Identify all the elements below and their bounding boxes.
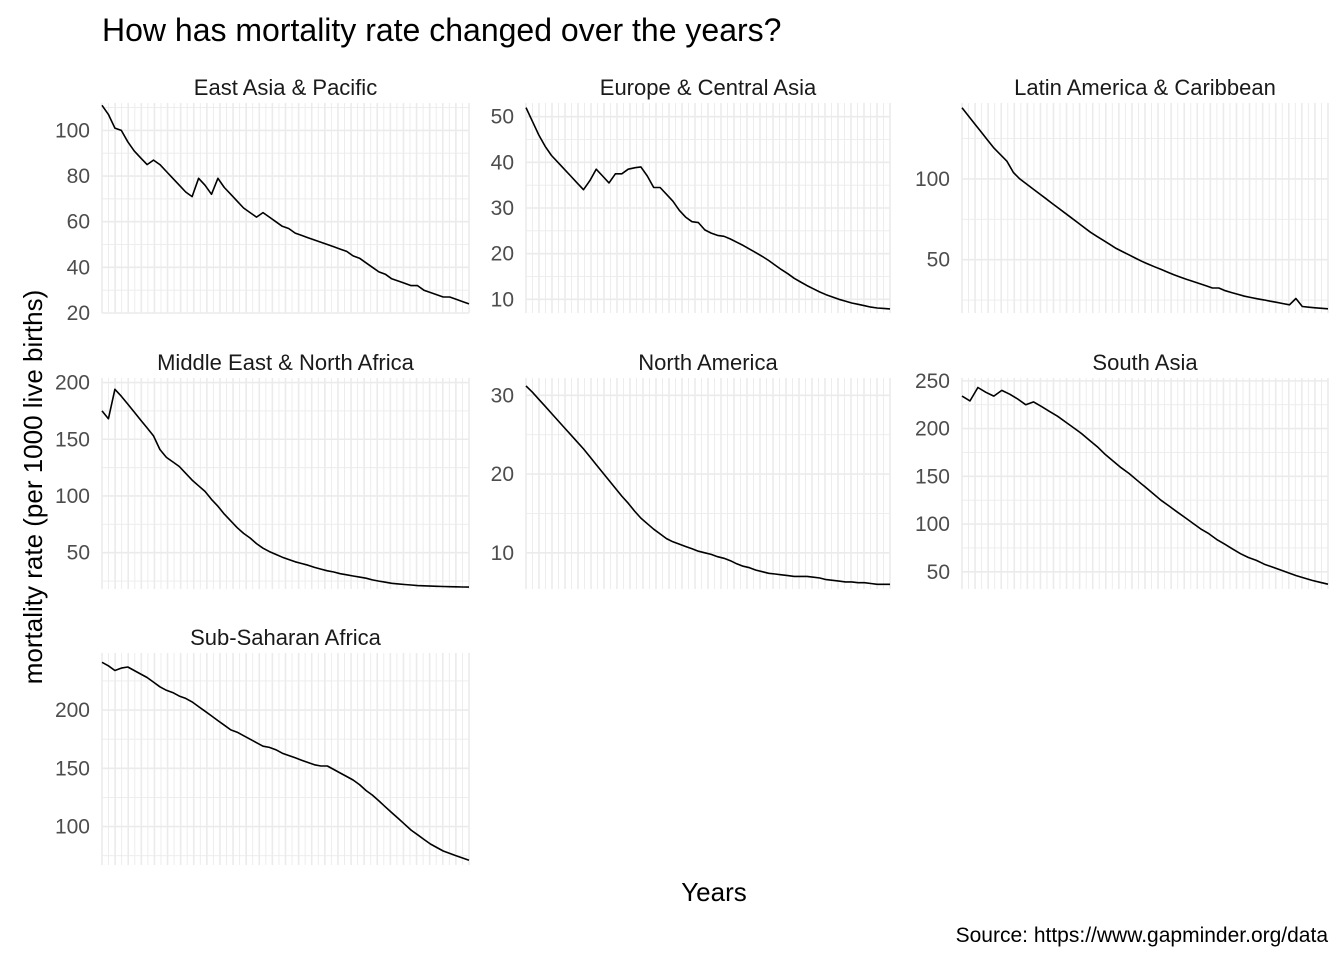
- y-tick-label: 50: [491, 106, 514, 129]
- y-tick-label: 150: [55, 428, 90, 451]
- y-axis-title: mortality rate (per 1000 live births): [18, 290, 48, 684]
- y-tick-label: 40: [67, 256, 90, 279]
- facet-strip-label: Europe & Central Asia: [600, 75, 817, 100]
- mortality-series-line: [961, 107, 1329, 310]
- y-tick-label: 50: [927, 249, 950, 272]
- y-tick-label: 80: [67, 165, 90, 188]
- facet-strip-label: Sub-Saharan Africa: [190, 625, 382, 650]
- facet-strip-label: Middle East & North Africa: [157, 350, 415, 375]
- y-tick-label: 150: [55, 757, 90, 780]
- y-tick-label: 100: [55, 485, 90, 508]
- y-tick-label: 200: [55, 372, 90, 395]
- mortality-series-line: [101, 388, 470, 588]
- mortality-series-line: [101, 104, 470, 305]
- y-tick-label: 20: [491, 463, 514, 486]
- y-tick-label: 100: [55, 119, 90, 142]
- y-tick-label: 200: [915, 418, 950, 441]
- chart-title: How has mortality rate changed over the …: [102, 12, 781, 48]
- y-tick-label: 30: [491, 384, 514, 407]
- source-caption: Source: https://www.gapminder.org/data: [956, 924, 1329, 947]
- mortality-series-line: [101, 661, 470, 862]
- facet-middle-east-and-north-africa: 50 100 150 200 Middle East & North Africa: [55, 350, 470, 589]
- facet-europe-and-central-asia: 10 20 30 40 50 Europe & Central Asia: [491, 75, 891, 313]
- facet-strip-label: North America: [638, 350, 778, 375]
- facet-strip-label: Latin America & Caribbean: [1014, 75, 1276, 100]
- y-tick-label: 20: [491, 243, 514, 266]
- mortality-series-line: [525, 107, 891, 310]
- y-tick-label: 10: [491, 288, 514, 311]
- y-tick-label: 100: [915, 168, 950, 191]
- facet-north-america: 10 20 30 North America: [491, 350, 891, 589]
- facets-layer: 20 40 60 80 100 East Asia & Pacific 10 20 30 40 50…: [55, 75, 1329, 865]
- y-tick-label: 40: [491, 151, 514, 174]
- facet-latin-america-and-caribbean: 50 100 Latin America & Caribbean: [915, 75, 1329, 313]
- y-tick-label: 100: [915, 513, 950, 536]
- y-tick-label: 100: [55, 816, 90, 839]
- facet-east-asia-and-pacific: 20 40 60 80 100 East Asia & Pacific: [55, 75, 470, 325]
- mortality-series-line: [961, 386, 1329, 585]
- y-tick-label: 200: [55, 699, 90, 722]
- y-tick-label: 250: [915, 370, 950, 393]
- facet-sub-saharan-africa: 100 150 200 Sub-Saharan Africa: [55, 625, 470, 865]
- y-tick-label: 50: [927, 561, 950, 584]
- y-tick-label: 150: [915, 465, 950, 488]
- y-tick-label: 20: [67, 302, 90, 325]
- x-axis-title: Years: [681, 877, 747, 907]
- y-tick-label: 10: [491, 542, 514, 565]
- mortality-series-line: [525, 385, 890, 586]
- facet-south-asia: 50 100 150 200 250 South Asia: [915, 350, 1329, 589]
- y-tick-label: 30: [491, 197, 514, 220]
- facet-strip-label: East Asia & Pacific: [194, 75, 377, 100]
- facet-strip-label: South Asia: [1092, 350, 1198, 375]
- y-tick-label: 50: [67, 542, 90, 565]
- y-tick-label: 60: [67, 211, 90, 234]
